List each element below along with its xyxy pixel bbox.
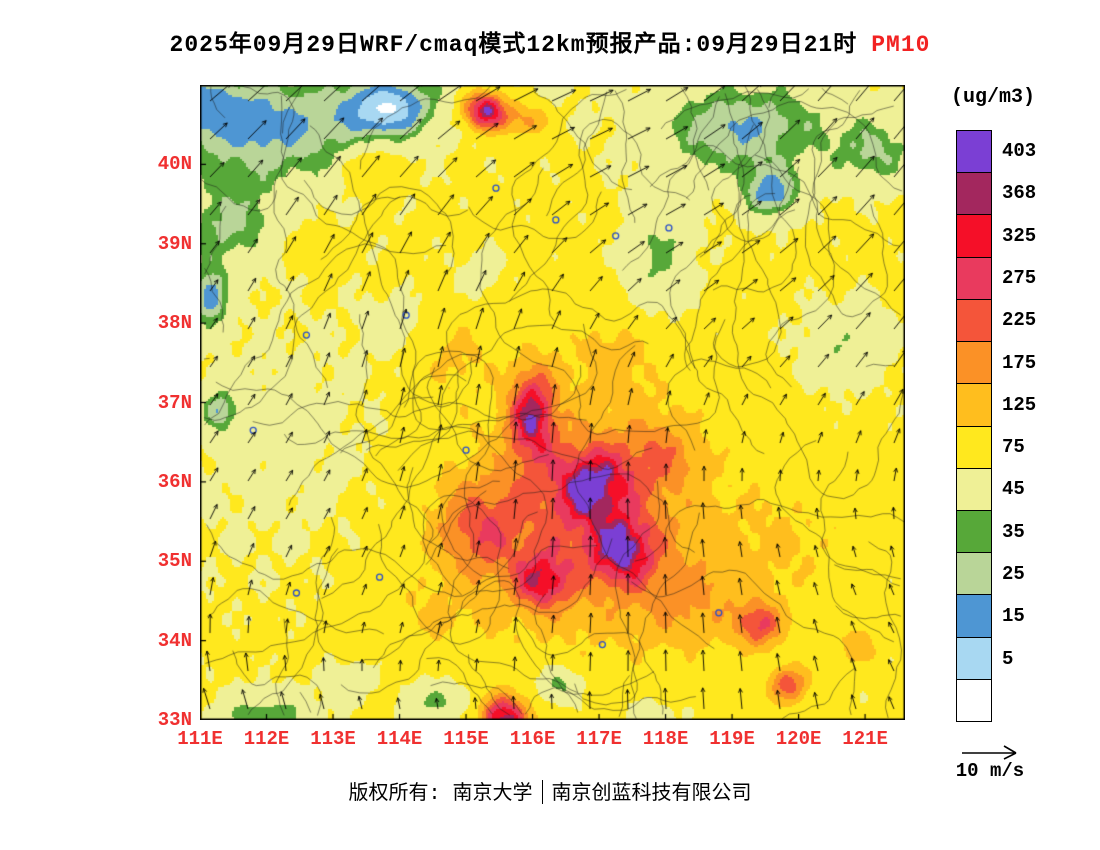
copyright-footer: 版权所有: 南京大学 南京创蓝科技有限公司 bbox=[0, 776, 1100, 806]
wind-scale-arrow-icon bbox=[962, 745, 1017, 760]
lon-tick-label: 113E bbox=[310, 728, 356, 750]
colorbar-value-label: 75 bbox=[1002, 436, 1025, 459]
colorbar-box bbox=[957, 299, 991, 343]
colorbar-units-label: (ug/m3) bbox=[950, 86, 1035, 109]
colorbar-box bbox=[957, 173, 991, 216]
colorbar-value-label: 225 bbox=[1002, 309, 1037, 332]
wind-scale: 10 m/s bbox=[942, 740, 1038, 782]
lat-tick-label: 35N bbox=[157, 550, 192, 573]
colorbar-value-label: 275 bbox=[1002, 267, 1037, 289]
colorbar-box bbox=[957, 595, 991, 638]
lon-tick-label: 121E bbox=[842, 728, 888, 750]
lat-tick-label: 40N bbox=[157, 153, 192, 176]
lon-tick-label: 120E bbox=[775, 728, 822, 750]
colorbar-box bbox=[957, 637, 991, 680]
footer-divider bbox=[541, 780, 543, 804]
lon-tick-label: 118E bbox=[642, 728, 689, 750]
lat-tick-label: 37N bbox=[157, 391, 192, 414]
lon-tick-label: 112E bbox=[243, 728, 290, 750]
footer-owner: 版权所有: 南京大学 bbox=[348, 783, 533, 806]
colorbar-value-label: 35 bbox=[1002, 520, 1025, 543]
colorbar-box bbox=[957, 215, 991, 258]
lat-tick-label: 36N bbox=[157, 470, 192, 493]
colorbar-labels: 403 368 325 275 225 175 125 75 45 35 25 15 5 bbox=[1002, 130, 1064, 722]
colorbar-box bbox=[957, 384, 991, 427]
wind-scale-label: 10 m/s bbox=[955, 760, 1025, 782]
colorbar-value-label: 45 bbox=[1002, 478, 1025, 501]
colorbar-value-label: 175 bbox=[1002, 351, 1037, 374]
colorbar-value-label: 403 bbox=[1002, 140, 1037, 163]
lon-tick-label: 119E bbox=[709, 728, 755, 750]
lon-tick-label: 111E bbox=[177, 728, 223, 750]
colorbar-value-label: 325 bbox=[1002, 224, 1037, 247]
colorbar-box bbox=[957, 553, 991, 596]
colorbar-box bbox=[957, 426, 991, 469]
colorbar-box bbox=[957, 468, 991, 511]
colorbar-box bbox=[957, 679, 991, 722]
lat-tick-label: 39N bbox=[157, 232, 192, 255]
colorbar-box bbox=[957, 131, 991, 174]
pm10-forecast-map bbox=[200, 85, 905, 720]
colorbar bbox=[956, 130, 992, 722]
lon-tick-label: 114E bbox=[376, 728, 423, 750]
footer-company: 南京创蓝科技有限公司 bbox=[551, 783, 752, 806]
page-title: 2025年09月29日WRF/cmaq模式12km预报产品:09月29日21时 P… bbox=[0, 24, 1100, 58]
colorbar-value-label: 15 bbox=[1002, 605, 1025, 628]
lon-tick-label: 117E bbox=[576, 728, 622, 750]
colorbar-value-label: 5 bbox=[1002, 647, 1014, 670]
colorbar-value-label: 25 bbox=[1002, 563, 1025, 585]
colorbar-value-label: 368 bbox=[1002, 182, 1037, 205]
lat-tick-label: 34N bbox=[157, 629, 192, 652]
colorbar-value-label: 125 bbox=[1002, 393, 1037, 416]
lat-tick-label: 38N bbox=[157, 312, 192, 335]
title-pollutant: PM10 bbox=[871, 32, 931, 58]
lon-tick-label: 116E bbox=[509, 728, 556, 750]
colorbar-box bbox=[957, 510, 991, 554]
title-main: 2025年09月29日WRF/cmaq模式12km预报产品:09月29日21时 bbox=[169, 32, 858, 58]
colorbar-box bbox=[957, 257, 991, 300]
lat-tick-label: 33N bbox=[157, 709, 192, 731]
lon-tick-label: 115E bbox=[443, 728, 489, 750]
colorbar-box bbox=[957, 342, 991, 385]
